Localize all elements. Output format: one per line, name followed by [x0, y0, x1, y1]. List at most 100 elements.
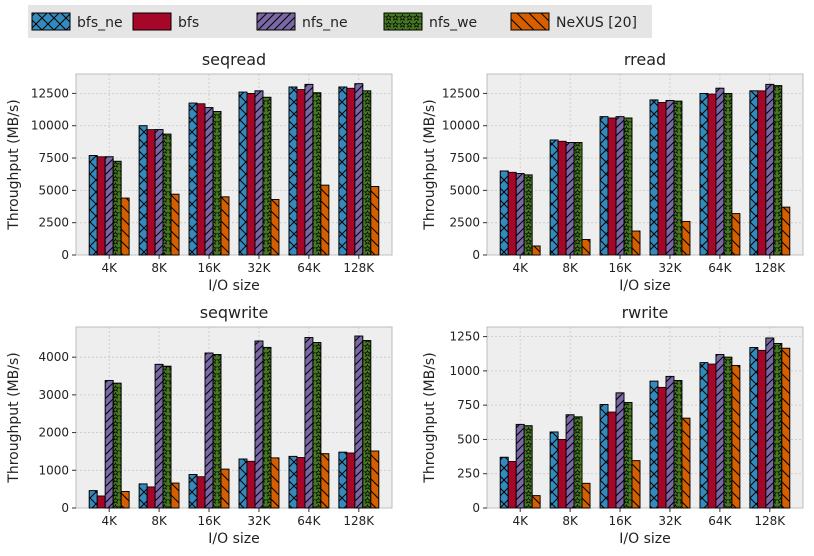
bar-hatch [581, 239, 591, 256]
legend-item: bfs [132, 12, 199, 31]
bar-hatch [631, 230, 641, 256]
legend-item: NeXUS [20] [510, 12, 637, 31]
x-tick-label: 64K [708, 514, 732, 528]
bar-bfs-8K [557, 140, 567, 256]
bar-hatch [599, 116, 609, 256]
y-tick-label: 1000 [38, 463, 69, 477]
x-tick-label: 16K [608, 514, 632, 528]
y-tick-label: 4000 [38, 350, 69, 364]
bar-hatch [362, 340, 372, 509]
legend-swatch-hatch [383, 12, 423, 31]
y-axis-label: Throughput (MB/s) [6, 352, 22, 483]
bar-bfs-4K [96, 156, 106, 256]
bar-hatch [615, 116, 625, 256]
y-tick-label: 1250 [449, 330, 480, 344]
x-axis-label: I/O size [208, 278, 259, 294]
bar-hatch [212, 354, 222, 509]
bar-hatch [581, 482, 591, 509]
x-tick-label: 16K [608, 261, 632, 275]
bar-hatch [665, 100, 675, 256]
bar-hatch [362, 90, 372, 256]
bar-hatch [649, 380, 659, 509]
bar-hatch [665, 375, 675, 509]
bar-hatch [715, 354, 725, 509]
bar-hatch [288, 86, 298, 256]
x-tick-label: 128K [754, 514, 786, 528]
bar-hatch [531, 245, 541, 256]
bar-hatch [573, 416, 583, 509]
chart-title: rread [624, 50, 666, 69]
bar-hatch [781, 206, 791, 256]
chart-seqwrite: 0 1000 2000 3000 4000 4K 8K 16K 32K 64K 128K seqwri… [6, 303, 393, 547]
bar-hatch [531, 495, 541, 509]
bar-hatch [170, 482, 180, 509]
y-tick-label: 1000 [449, 364, 480, 378]
bar-bfs-64K [707, 93, 717, 256]
bar-hatch [188, 474, 198, 509]
x-tick-label: 8K [562, 514, 579, 528]
bar-hatch [212, 111, 222, 256]
bar-hatch [773, 343, 783, 509]
bar-hatch [238, 91, 248, 256]
bar-hatch [515, 423, 525, 509]
bar-hatch [204, 352, 214, 509]
bar-bfs-128K [346, 452, 356, 509]
y-tick-label: 750 [457, 398, 480, 412]
bar-bfs-4K [96, 495, 106, 509]
bar-hatch [599, 404, 609, 509]
bar-hatch [731, 364, 741, 509]
bar-hatch [649, 99, 659, 256]
bar-hatch [304, 337, 314, 509]
x-tick-label: 64K [708, 261, 732, 275]
bar-bfs-8K [146, 486, 156, 509]
chart-rread: 0 2500 5000 7500 10000 12500 4K 8K 16K 32K 64K 128K… [422, 50, 804, 294]
y-axis-label: Throughput (MB/s) [6, 99, 22, 230]
legend-swatch-hatch [510, 12, 550, 31]
bar-hatch [220, 468, 230, 509]
bar-hatch [565, 142, 575, 256]
bar-hatch [681, 220, 691, 256]
x-tick-label: 16K [197, 514, 221, 528]
bar-hatch [749, 90, 759, 256]
bar-bfs-32K [657, 386, 667, 509]
bar-hatch [673, 100, 683, 256]
chart-title: rwrite [622, 303, 669, 322]
bar-hatch [162, 133, 172, 256]
bar-bfs-16K [196, 103, 206, 256]
x-tick-label: 32K [658, 261, 682, 275]
bar-hatch [262, 96, 272, 256]
bar-hatch [254, 340, 264, 509]
x-tick-label: 64K [297, 514, 321, 528]
bar-bfs-8K [146, 129, 156, 256]
legend-item: nfs_ne [256, 12, 348, 31]
y-tick-label: 12500 [31, 86, 69, 100]
x-tick-label: 16K [197, 261, 221, 275]
bar-hatch [749, 347, 759, 509]
x-tick-label: 4K [512, 261, 529, 275]
x-axis-label: I/O size [619, 531, 670, 547]
bar-hatch [120, 491, 130, 509]
bar-hatch [781, 347, 791, 509]
x-axis-label: I/O size [619, 278, 670, 294]
bar-hatch [731, 213, 741, 256]
bar-hatch [354, 83, 364, 256]
bar-hatch [615, 392, 625, 509]
bar-hatch [262, 346, 272, 509]
y-tick-label: 2500 [449, 216, 480, 230]
bar-hatch [120, 197, 130, 256]
bar-bfs-64K [296, 89, 306, 256]
bar-hatch [523, 174, 533, 256]
bar-hatch [515, 173, 525, 256]
legend-item: bfs_ne [31, 12, 123, 31]
bar-hatch [338, 451, 348, 509]
legend-label: bfs [178, 15, 199, 31]
bar-hatch [154, 129, 164, 256]
x-tick-label: 32K [658, 514, 682, 528]
y-tick-label: 0 [61, 501, 69, 515]
bar-hatch [673, 380, 683, 509]
bar-hatch [715, 87, 725, 256]
chart-seqread: 0 2500 5000 7500 10000 12500 4K 8K 16K 32K 64K 128K… [6, 50, 393, 294]
y-tick-label: 0 [472, 248, 480, 262]
bar-hatch [88, 155, 98, 256]
